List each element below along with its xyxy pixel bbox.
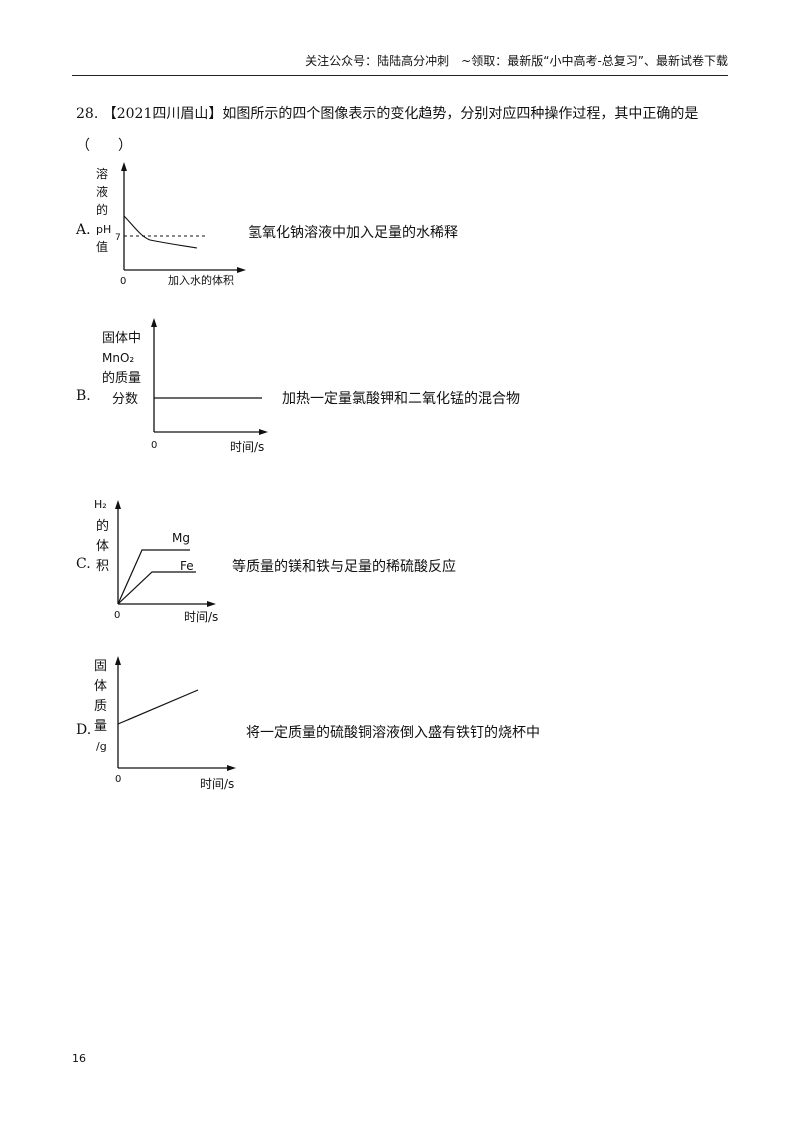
option-d-graph: 固 体 质 量 /g 0 时间/s <box>94 656 236 791</box>
page-number: 16 <box>72 1052 86 1065</box>
a-xlabel: 加入水的体积 <box>168 273 234 287</box>
d-y-arrow <box>115 656 121 665</box>
option-c-description: 等质量的镁和铁与足量的稀硫酸反应 <box>232 559 456 575</box>
b-ylabel-3: 的质量 <box>102 370 141 386</box>
c-ylabel-1: H₂ <box>94 498 107 511</box>
a-y-arrow <box>121 162 127 171</box>
a-ylabel-1: 溶 <box>96 166 108 181</box>
option-d-letter: D. <box>76 722 92 738</box>
c-ylabel-4: 积 <box>96 559 109 574</box>
d-origin: 0 <box>115 774 121 785</box>
a-ylabel-4: pH <box>96 223 111 236</box>
b-ylabel-4: 分数 <box>112 392 138 407</box>
c-x-arrow <box>207 601 216 607</box>
c-ylabel-2: 的 <box>96 518 109 534</box>
d-ylabel-1: 固 <box>94 659 107 674</box>
option-a-letter: A. <box>76 222 91 238</box>
b-y-arrow <box>151 318 157 327</box>
a-ylabel-5: 值 <box>96 239 108 254</box>
b-ylabel-1: 固体中 <box>102 331 141 346</box>
d-ylabel-3: 质 <box>94 699 107 714</box>
c-ylabel-3: 体 <box>96 539 109 554</box>
c-fe-line <box>117 571 196 605</box>
d-xlabel: 时间/s <box>200 777 234 791</box>
c-mg-line <box>117 549 190 605</box>
option-a-description: 氢氧化钠溶液中加入足量的水稀释 <box>248 225 458 241</box>
a-ph-curve <box>123 215 198 249</box>
option-c-letter: C. <box>76 556 91 572</box>
a-ph7-tick: 7 <box>115 233 121 243</box>
c-xlabel: 时间/s <box>184 610 218 624</box>
option-b-description: 加热一定量氯酸钾和二氧化锰的混合物 <box>282 391 520 407</box>
d-x-arrow <box>227 765 236 771</box>
a-ylabel-3: 的 <box>96 202 108 217</box>
b-xlabel: 时间/s <box>230 440 264 454</box>
question-text: 【2021四川眉山】如图所示的四个图像表示的变化趋势，分别对应四种操作过程，其中… <box>76 106 699 154</box>
option-b-graph: 固体中 MnO₂ 的质量 分数 0 时间/s <box>102 318 268 454</box>
d-ylabel-2: 体 <box>94 679 107 694</box>
option-a-graph: 溶 液 的 pH 值 7 0 加入水的体积 <box>96 162 246 287</box>
b-x-arrow <box>259 429 268 435</box>
a-ylabel-2: 液 <box>96 184 108 199</box>
a-origin: 0 <box>120 276 126 287</box>
c-fe-label: Fe <box>180 559 194 573</box>
b-origin: 0 <box>151 440 157 451</box>
question-stem: 28. 【2021四川眉山】如图所示的四个图像表示的变化趋势，分别对应四种操作过… <box>76 98 726 162</box>
page-header: 关注公众号：陆陆高分冲刺 ~领取：最新版“小中高考-总复习”、最新试卷下载 <box>72 52 728 76</box>
option-c-graph: Mg Fe H₂ 的 体 积 0 时间/s <box>94 498 218 624</box>
a-x-arrow <box>237 267 246 273</box>
d-ylabel-4: 量 <box>94 719 107 734</box>
c-origin: 0 <box>114 610 120 621</box>
c-mg-label: Mg <box>172 531 190 545</box>
d-mass-line <box>117 689 199 725</box>
d-ylabel-5: /g <box>96 740 107 753</box>
option-d-description: 将一定质量的硫酸铜溶液倒入盛有铁钉的烧杯中 <box>246 725 540 741</box>
c-y-arrow <box>115 500 121 509</box>
question-number: 28. <box>76 106 99 122</box>
option-b-letter: B. <box>76 388 91 404</box>
b-ylabel-2: MnO₂ <box>102 351 134 365</box>
